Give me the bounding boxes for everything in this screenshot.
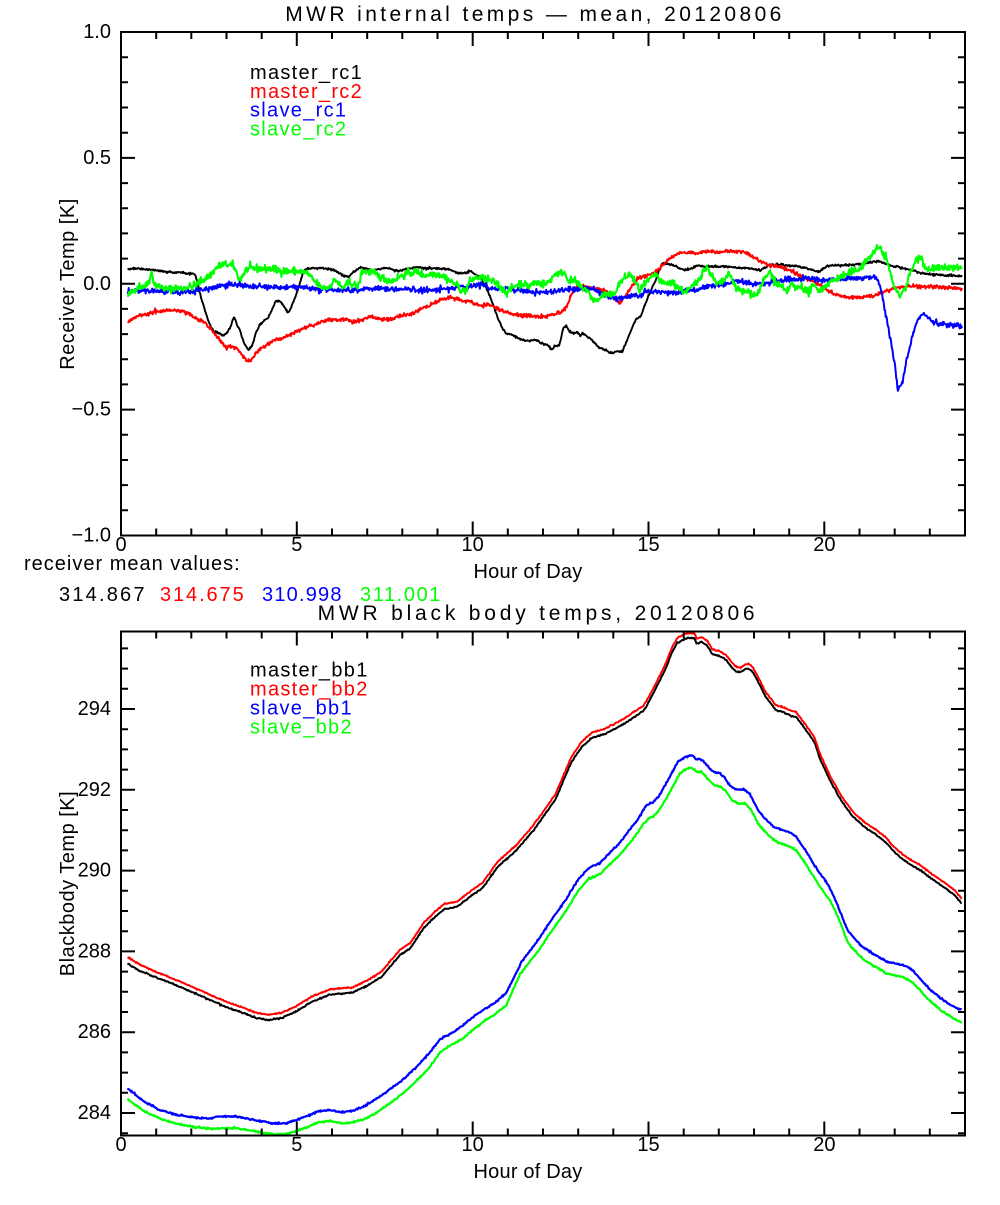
svg-text:0: 0	[115, 534, 126, 556]
svg-text:20: 20	[813, 534, 835, 556]
svg-text:292: 292	[78, 779, 111, 801]
svg-text:5: 5	[291, 534, 302, 556]
svg-text:311.001: 311.001	[360, 584, 442, 606]
svg-text:5: 5	[291, 1134, 302, 1156]
svg-text:Blackbody Temp [K]: Blackbody Temp [K]	[57, 791, 79, 976]
svg-text:MWR black body temps, 20120806: MWR black body temps, 20120806	[318, 602, 759, 625]
svg-text:310.998: 310.998	[262, 584, 343, 606]
svg-text:Hour of Day: Hour of Day	[474, 561, 583, 583]
svg-text:0.0: 0.0	[83, 273, 111, 295]
svg-text:Receiver Temp [K]: Receiver Temp [K]	[57, 198, 79, 370]
svg-text:slave_rc1: slave_rc1	[250, 100, 347, 122]
svg-text:294: 294	[78, 698, 111, 720]
svg-text:slave_rc2: slave_rc2	[250, 119, 347, 141]
svg-text:0.5: 0.5	[83, 147, 111, 169]
svg-text:0: 0	[115, 1134, 126, 1156]
svg-text:1.0: 1.0	[83, 21, 111, 43]
svg-text:−1.0: −1.0	[72, 525, 111, 547]
svg-text:290: 290	[78, 860, 111, 882]
svg-text:−0.5: −0.5	[72, 399, 111, 421]
svg-text:314.867: 314.867	[59, 584, 147, 606]
svg-text:master_rc1: master_rc1	[250, 62, 363, 84]
svg-text:20: 20	[813, 1134, 835, 1156]
svg-text:10: 10	[462, 534, 484, 556]
svg-text:slave_bb1: slave_bb1	[250, 698, 353, 720]
svg-text:15: 15	[637, 534, 659, 556]
svg-text:master_bb1: master_bb1	[250, 660, 369, 682]
svg-text:Hour of Day: Hour of Day	[474, 1161, 583, 1183]
svg-text:slave_bb2: slave_bb2	[250, 717, 353, 739]
svg-text:receiver mean values:: receiver mean values:	[24, 553, 241, 575]
svg-text:10: 10	[462, 1134, 484, 1156]
svg-text:284: 284	[78, 1102, 111, 1124]
svg-text:master_rc2: master_rc2	[250, 81, 363, 103]
svg-text:286: 286	[78, 1021, 111, 1043]
svg-text:288: 288	[78, 940, 111, 962]
svg-text:MWR internal temps — mean, 201: MWR internal temps — mean, 20120806	[285, 3, 785, 26]
svg-text:master_bb2: master_bb2	[250, 679, 369, 701]
svg-text:314.675: 314.675	[160, 584, 246, 606]
svg-text:15: 15	[637, 1134, 659, 1156]
